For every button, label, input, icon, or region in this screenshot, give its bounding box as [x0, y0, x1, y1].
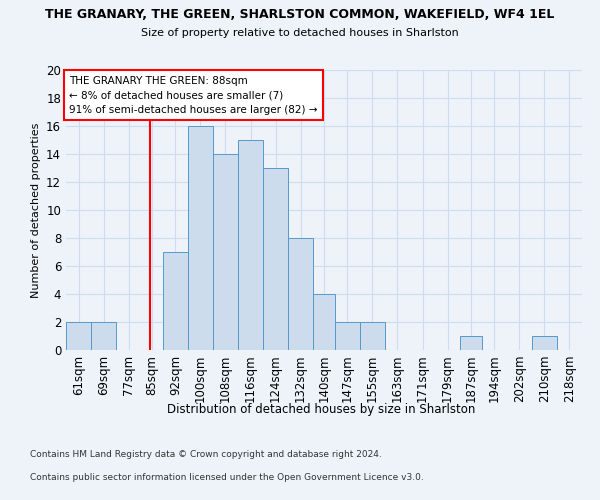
- Y-axis label: Number of detached properties: Number of detached properties: [31, 122, 41, 298]
- Bar: [460, 336, 482, 350]
- Bar: [360, 322, 385, 350]
- Text: Size of property relative to detached houses in Sharlston: Size of property relative to detached ho…: [141, 28, 459, 38]
- Bar: [163, 252, 188, 350]
- Text: THE GRANARY THE GREEN: 88sqm
← 8% of detached houses are smaller (7)
91% of semi: THE GRANARY THE GREEN: 88sqm ← 8% of det…: [69, 76, 317, 115]
- Text: Contains HM Land Registry data © Crown copyright and database right 2024.: Contains HM Land Registry data © Crown c…: [30, 450, 382, 459]
- Bar: [213, 154, 238, 350]
- Bar: [66, 322, 91, 350]
- Bar: [263, 168, 288, 350]
- Text: THE GRANARY, THE GREEN, SHARLSTON COMMON, WAKEFIELD, WF4 1EL: THE GRANARY, THE GREEN, SHARLSTON COMMON…: [46, 8, 554, 20]
- Bar: [188, 126, 213, 350]
- Bar: [288, 238, 313, 350]
- Bar: [238, 140, 263, 350]
- Text: Contains public sector information licensed under the Open Government Licence v3: Contains public sector information licen…: [30, 472, 424, 482]
- Text: Distribution of detached houses by size in Sharlston: Distribution of detached houses by size …: [167, 402, 475, 415]
- Bar: [313, 294, 335, 350]
- Bar: [91, 322, 116, 350]
- Bar: [335, 322, 360, 350]
- Bar: [532, 336, 557, 350]
